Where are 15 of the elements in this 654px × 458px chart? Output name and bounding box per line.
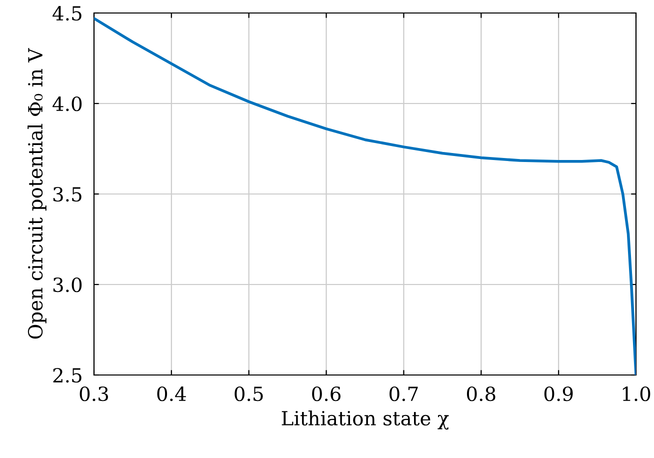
y-tick-label: 4.0	[52, 96, 82, 112]
x-tick-label: 0.8	[466, 386, 496, 402]
y-axis-title: Open circuit potential Φ₀ in V	[28, 48, 46, 339]
x-axis-title: Lithiation state χ	[282, 410, 449, 430]
x-tick-label: 0.6	[312, 386, 341, 402]
x-tick-label: 0.4	[157, 386, 186, 402]
y-tick-label: 2.5	[53, 368, 82, 383]
x-tick-label: 1.0	[622, 386, 650, 402]
y-tick-label: 3.0	[53, 277, 82, 292]
x-tick-label: 0.7	[390, 386, 418, 402]
x-tick-label: 0.5	[234, 386, 263, 402]
x-tick-label: 0.3	[80, 386, 108, 402]
x-tick-label: 0.9	[544, 386, 573, 402]
y-tick-label: 4.5	[52, 6, 82, 21]
y-tick-label: 3.5	[53, 186, 82, 202]
